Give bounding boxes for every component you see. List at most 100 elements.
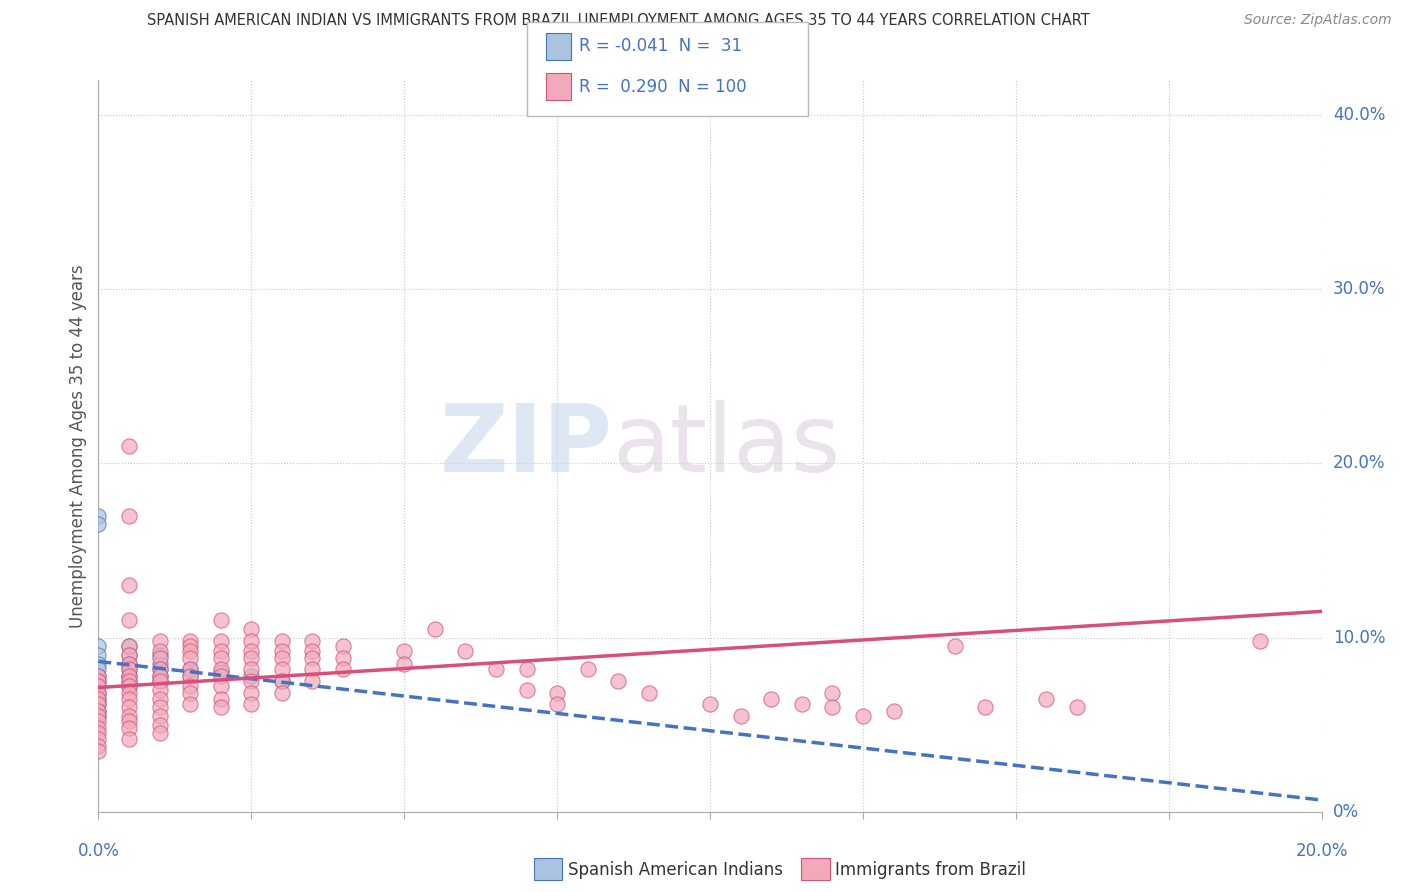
Point — [87, 731, 110, 746]
Point — [209, 669, 232, 683]
Text: 10.0%: 10.0% — [1333, 629, 1385, 647]
Point — [118, 662, 141, 676]
Point — [149, 682, 172, 697]
Point — [485, 662, 508, 676]
Point — [149, 709, 172, 723]
Point — [118, 657, 141, 671]
Text: R = -0.041  N =  31: R = -0.041 N = 31 — [579, 37, 742, 55]
Point — [118, 439, 141, 453]
Point — [87, 657, 110, 671]
Point — [1066, 700, 1088, 714]
Point — [87, 686, 110, 700]
Point — [179, 651, 201, 665]
Point — [87, 648, 110, 662]
Point — [87, 669, 110, 683]
Point — [821, 686, 844, 700]
Point — [87, 517, 110, 532]
Point — [87, 739, 110, 753]
Point — [87, 679, 110, 693]
Point — [301, 634, 323, 648]
Point — [270, 634, 292, 648]
Text: R =  0.290  N = 100: R = 0.290 N = 100 — [579, 78, 747, 95]
Text: 30.0%: 30.0% — [1333, 280, 1385, 298]
Point — [149, 717, 172, 731]
Point — [209, 691, 232, 706]
Point — [209, 665, 232, 680]
Point — [87, 662, 110, 676]
Point — [118, 613, 141, 627]
Point — [87, 640, 110, 654]
Point — [87, 709, 110, 723]
Point — [179, 644, 201, 658]
Point — [118, 669, 141, 683]
Point — [118, 679, 141, 693]
Point — [301, 644, 323, 658]
Point — [87, 691, 110, 706]
Point — [87, 691, 110, 706]
Point — [118, 679, 141, 693]
Point — [149, 662, 172, 676]
Point — [637, 686, 661, 700]
Point — [87, 697, 110, 711]
Point — [149, 657, 172, 671]
Point — [87, 686, 110, 700]
Point — [209, 634, 232, 648]
Point — [179, 679, 201, 693]
Point — [516, 682, 538, 697]
Point — [87, 697, 110, 711]
Point — [454, 644, 477, 658]
Point — [759, 691, 782, 706]
Point — [87, 744, 110, 758]
Point — [179, 634, 201, 648]
Point — [149, 726, 172, 740]
Point — [332, 640, 354, 654]
Point — [332, 662, 354, 676]
Point — [240, 662, 263, 676]
Point — [87, 714, 110, 728]
Point — [87, 669, 110, 683]
Point — [1249, 634, 1271, 648]
Point — [607, 674, 630, 689]
Point — [270, 662, 292, 676]
Point — [149, 669, 172, 683]
Point — [179, 686, 201, 700]
Point — [546, 697, 568, 711]
Point — [301, 674, 323, 689]
Point — [149, 669, 172, 683]
Text: 20.0%: 20.0% — [1295, 842, 1348, 860]
Point — [209, 651, 232, 665]
Point — [118, 700, 141, 714]
Point — [576, 662, 599, 676]
Point — [149, 662, 172, 676]
Point — [209, 679, 232, 693]
Point — [118, 508, 141, 523]
Text: 0.0%: 0.0% — [77, 842, 120, 860]
Text: 0%: 0% — [1333, 803, 1358, 821]
Point — [270, 686, 292, 700]
Point — [118, 578, 141, 592]
Point — [270, 674, 292, 689]
Text: ZIP: ZIP — [439, 400, 612, 492]
Point — [852, 709, 875, 723]
Point — [87, 674, 110, 689]
Point — [118, 640, 141, 654]
Point — [118, 709, 141, 723]
Point — [821, 700, 844, 714]
Point — [332, 651, 354, 665]
Point — [240, 669, 263, 683]
Text: 40.0%: 40.0% — [1333, 106, 1385, 124]
Text: Immigrants from Brazil: Immigrants from Brazil — [835, 861, 1026, 879]
Text: 20.0%: 20.0% — [1333, 454, 1385, 473]
Point — [118, 731, 141, 746]
Point — [179, 669, 201, 683]
Point — [270, 651, 292, 665]
Point — [790, 697, 813, 711]
Point — [149, 634, 172, 648]
Point — [240, 634, 263, 648]
Point — [240, 674, 263, 689]
Point — [209, 662, 232, 676]
Point — [149, 691, 172, 706]
Point — [87, 674, 110, 689]
Text: atlas: atlas — [612, 400, 841, 492]
Point — [240, 651, 263, 665]
